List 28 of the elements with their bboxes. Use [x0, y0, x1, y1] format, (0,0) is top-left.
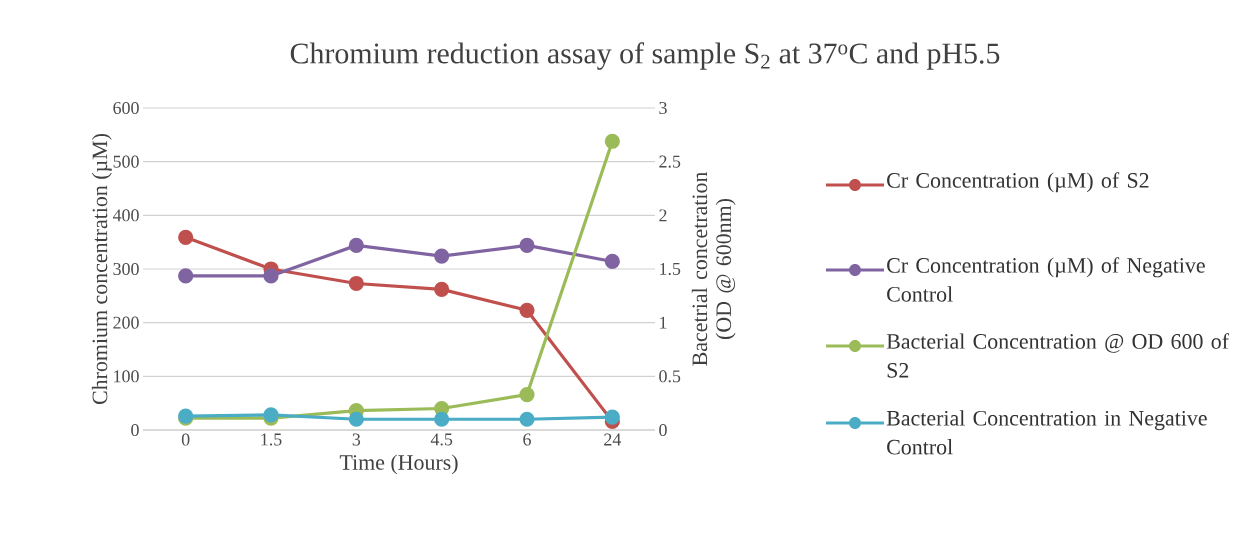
- x-tick-label: 24: [604, 433, 622, 446]
- y-tick-label: 300: [113, 262, 139, 276]
- legend-label: Bacterial Concentration in Negative Control: [886, 410, 1207, 455]
- y-axis-title: Chromium concentration (µM): [91, 133, 112, 405]
- y-tick-label: 400: [112, 209, 139, 222]
- legend-label: Cr Concentration (µM) of Negative Control: [887, 257, 1205, 302]
- x-tick-label: 6: [523, 433, 531, 446]
- y2-tick-label: 2: [659, 209, 667, 222]
- y2-tick-label: 2.5: [659, 155, 681, 168]
- y2-axis-title: Bacetrial concetration (OD @ 600nm): [691, 171, 736, 366]
- x-tick-label: 0: [181, 433, 190, 446]
- x-axis-title: Time (Hours): [339, 454, 458, 475]
- y-tick-label: 500: [113, 155, 139, 168]
- legend-label: Cr Concentration (µM) of S2: [887, 172, 1149, 193]
- y-tick-label: 100: [114, 370, 139, 383]
- y-tick-label: 0: [131, 423, 139, 437]
- y2-tick-label: 0.5: [659, 370, 681, 383]
- y-tick-label: 600: [113, 101, 139, 115]
- y2-tick-label: 0: [659, 423, 667, 437]
- x-tick-label: 4.5: [430, 433, 453, 446]
- chart-title: Chromium reduction assay of sample S$_{2}$ at 37$^{o}$C and pH5.5: [290, 42, 1000, 70]
- y2-tick-label: 1.5: [660, 262, 681, 276]
- y2-tick-label: 1: [660, 316, 667, 329]
- y2-tick-label: 3: [659, 101, 667, 115]
- y-tick-label: 200: [113, 316, 139, 329]
- legend-label: Bacterial Concentration @ OD 600 of S2: [886, 333, 1229, 378]
- x-tick-label: 3: [352, 433, 361, 446]
- x-tick-label: 1.5: [261, 433, 282, 446]
